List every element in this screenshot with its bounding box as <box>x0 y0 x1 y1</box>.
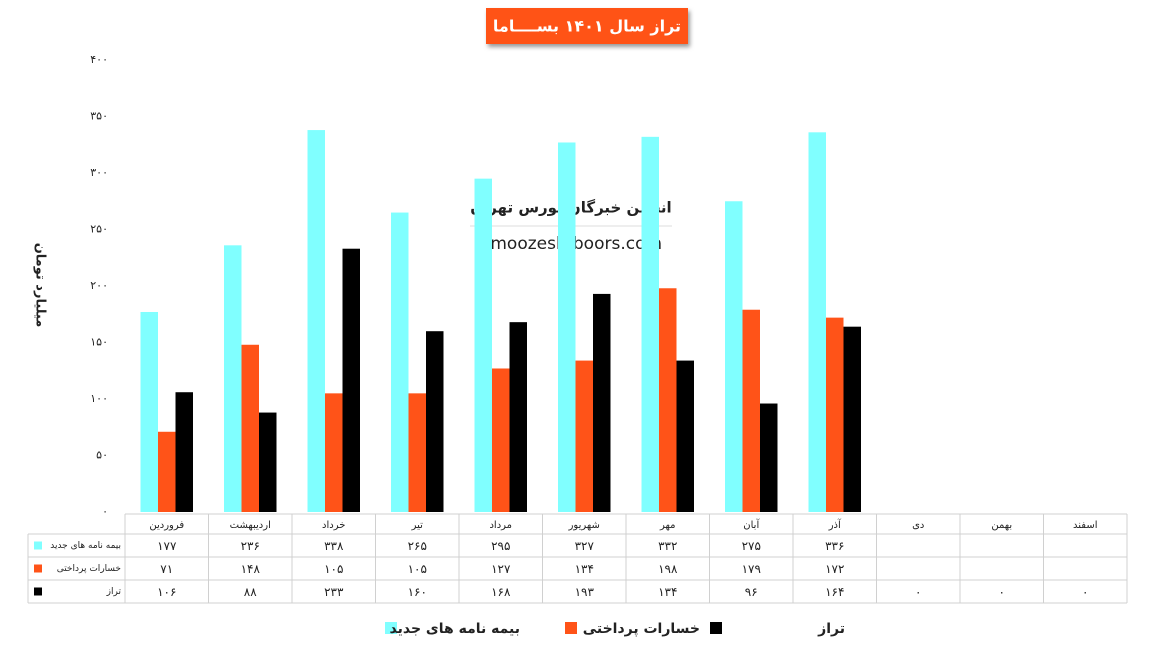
bar <box>593 293 611 512</box>
bar <box>492 368 510 512</box>
table-key <box>34 541 42 550</box>
x-tick-label: فروردین <box>149 520 184 531</box>
table-cell: ۰ <box>1082 585 1088 599</box>
table-cell: ۱۷۲ <box>825 562 844 576</box>
x-tick-label: اردیبهشت <box>230 520 271 531</box>
bar <box>641 136 659 512</box>
x-tick-label: بهمن <box>991 520 1012 531</box>
table-key <box>34 587 42 596</box>
bar <box>826 317 844 512</box>
table-cell: ۱۰۶ <box>157 585 176 599</box>
bar <box>808 132 826 512</box>
bar <box>259 412 277 512</box>
bar <box>325 393 343 512</box>
table-cell: ۰ <box>999 585 1005 599</box>
legend-label: خسارات پرداختی <box>583 621 700 637</box>
table-cell: ۲۶۵ <box>408 539 427 553</box>
table-cell: ۱۶۸ <box>491 585 511 599</box>
bar <box>575 360 593 512</box>
table-cell: ۱۰۵ <box>408 562 427 576</box>
table-cell: ۱۶۰ <box>408 585 427 599</box>
bar <box>241 344 259 512</box>
table-cell: ۱۶۴ <box>825 585 844 599</box>
bar <box>760 403 778 512</box>
table-series-name: خسارات پرداختی <box>57 564 121 574</box>
bar <box>224 245 242 512</box>
legend-label: بیمه نامه های جدید <box>390 621 520 637</box>
bar <box>725 201 743 512</box>
table-cell: ۱۳۴ <box>575 562 594 576</box>
table-cell: ۱۴۸ <box>241 562 261 576</box>
table-cell: ۸۸ <box>244 585 257 599</box>
legend-key <box>710 622 722 634</box>
table-cell: ۳۳۲ <box>658 539 677 553</box>
table-cell: ۳۳۸ <box>324 539 344 553</box>
bar <box>175 392 193 512</box>
x-tick-label: شهریور <box>568 520 600 531</box>
chart-title: تراز سال ۱۴۰۱ بســــاما <box>493 17 681 36</box>
table-cell: ۱۹۸ <box>658 562 678 576</box>
title-box <box>486 8 688 44</box>
y-tick-label: ۳۰۰ <box>90 166 108 179</box>
y-tick-label: ۲۵۰ <box>90 223 108 236</box>
table-cell: ۷۱ <box>160 562 173 576</box>
bar <box>426 331 444 512</box>
bar <box>474 178 492 512</box>
table-series-name: بیمه نامه های جدید <box>50 541 121 551</box>
table-cell: ۲۳۶ <box>241 539 260 553</box>
x-tick-label: مرداد <box>489 520 512 531</box>
table-cell: ۱۷۹ <box>742 562 761 576</box>
table-cell: ۲۳۳ <box>324 585 344 599</box>
x-tick-label: دی <box>912 520 924 531</box>
table-cell: ۱۹۳ <box>575 585 595 599</box>
table-cell: ۰ <box>915 585 921 599</box>
y-tick-label: ۳۵۰ <box>90 110 108 123</box>
x-tick-label: مهر <box>659 520 675 531</box>
table-cell: ۳۲۷ <box>575 539 595 553</box>
y-tick-label: ۴۰۰ <box>90 53 108 66</box>
bar <box>342 248 360 512</box>
table-cell: ۲۹۵ <box>491 539 510 553</box>
bar <box>391 212 409 513</box>
table-cell: ۱۰۵ <box>324 562 343 576</box>
x-tick-label: تیر <box>411 520 424 531</box>
x-tick-label: آبان <box>743 518 760 531</box>
table-cell: ۲۷۵ <box>742 539 761 553</box>
x-tick-label: آذر <box>828 518 842 531</box>
bar <box>843 326 861 512</box>
x-tick-label: اسفند <box>1073 520 1097 531</box>
legend-label: تراز <box>817 621 845 637</box>
table-cell: ۳۳۶ <box>825 539 844 553</box>
x-tick-label: خرداد <box>322 520 345 531</box>
y-tick-label: ۲۰۰ <box>90 279 108 292</box>
y-tick-label: ۰ <box>102 505 108 518</box>
legend-key <box>565 622 577 634</box>
bar <box>140 311 158 512</box>
table-cell: ۱۷۷ <box>157 539 177 553</box>
bar <box>408 393 426 512</box>
bar <box>676 360 694 512</box>
bar <box>558 142 576 513</box>
legend-key <box>385 622 397 634</box>
table-cell: ۱۳۴ <box>658 585 677 599</box>
y-tick-label: ۱۰۰ <box>90 392 108 405</box>
table-series-name: تراز <box>106 587 122 597</box>
table-cell: ۹۶ <box>745 585 758 599</box>
bar <box>742 309 760 512</box>
bar <box>158 431 176 512</box>
table-key <box>34 564 42 573</box>
y-tick-label: ۱۵۰ <box>90 336 108 349</box>
bar <box>509 322 527 512</box>
bar <box>659 288 677 512</box>
table-cell: ۱۲۷ <box>491 562 511 576</box>
y-tick-label: ۵۰ <box>96 449 108 462</box>
bar <box>307 130 325 512</box>
y-axis-label: میلیارد تومان <box>33 243 48 328</box>
